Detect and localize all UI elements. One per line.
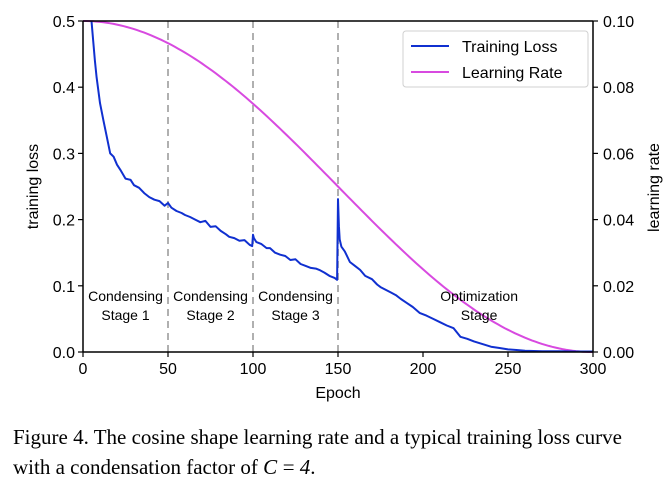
stage-label: Stage 3 [271,307,319,323]
y2-tick-label: 0.08 [603,80,634,97]
stage-label: Optimization [440,288,518,304]
training-loss-line [90,20,593,353]
y-tick-label: 0.4 [53,80,75,97]
y-tick-label: 0.1 [53,279,75,296]
stage-label: Stage 1 [101,307,149,323]
y2-tick-label: 0.04 [603,213,634,230]
x-tick-label: 0 [79,361,88,378]
series-layer [83,20,593,353]
learning-rate-line [83,20,593,353]
stage-annotations: Condensing Stage 1 Condensing Stage 2 Conden… [88,288,518,323]
legend: Training Loss Learning Rate [402,30,589,88]
legend-label: Training Loss [462,39,557,56]
x-tick-label: 250 [495,361,522,378]
caption-text: Figure 4. The cosine shape learning rate… [13,425,622,479]
caption-math: C = 4 [263,455,311,479]
x-axis-label: Epoch [315,385,360,402]
chart: Condensing Stage 1 Condensing Stage 2 Conden… [25,14,663,402]
y-tick-label: 0.0 [53,345,75,362]
y2-tick-label: 0.00 [603,345,634,362]
stage-label: Condensing [173,288,248,304]
y-tick-label: 0.2 [53,213,75,230]
y2-axis-label: learning rate [646,143,663,232]
figure-caption: Figure 4. The cosine shape learning rate… [13,422,658,482]
x-tick-label: 200 [410,361,437,378]
x-tick-label: 300 [580,361,607,378]
y-tick-label: 0.3 [53,146,75,163]
stage-label: Condensing [88,288,163,304]
y-axis-label: training loss [25,144,42,229]
y2-tick-label: 0.06 [603,146,634,163]
y2-tick-label: 0.10 [603,14,634,31]
x-tick-label: 50 [159,361,177,378]
stage-label: Condensing [258,288,333,304]
legend-label: Learning Rate [462,65,563,82]
stage-label: Stage 2 [186,307,234,323]
y-tick-label: 0.5 [53,14,75,31]
axes: 0 50 100 150 200 250 300 0.0 0.1 0.2 0.3 0.4 0.5 0.00… [25,14,663,402]
caption-suffix: . [310,455,316,479]
x-tick-label: 150 [325,361,352,378]
x-tick-label: 100 [240,361,267,378]
stage-label: Stage [461,307,498,323]
y2-tick-label: 0.02 [603,279,634,296]
legend-box [402,30,589,88]
